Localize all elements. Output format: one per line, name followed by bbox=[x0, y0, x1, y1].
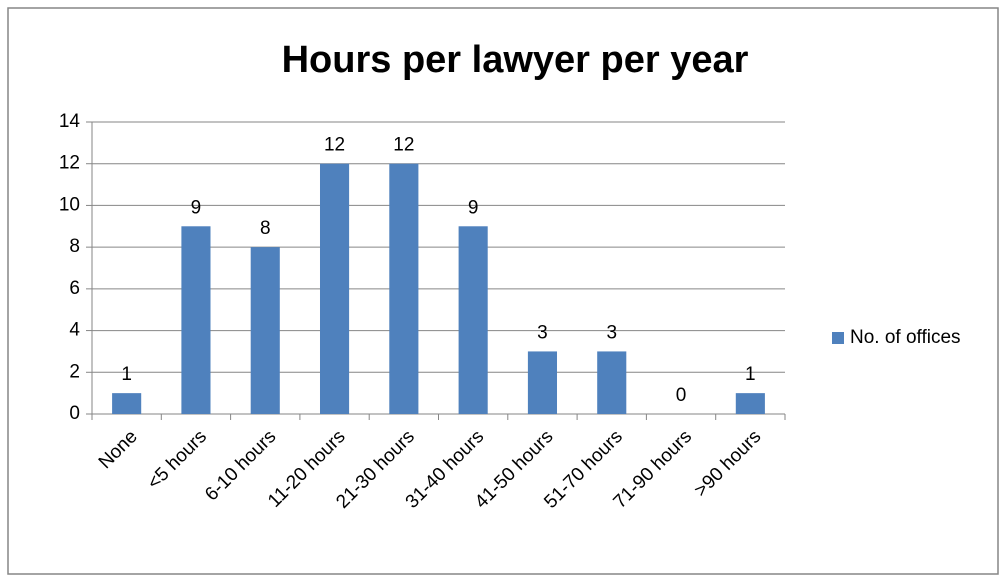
bar bbox=[597, 351, 627, 414]
y-tick-label: 14 bbox=[59, 111, 81, 132]
y-tick-label: 8 bbox=[69, 236, 80, 257]
bar bbox=[112, 393, 142, 414]
y-tick-label: 2 bbox=[69, 361, 80, 382]
bar bbox=[527, 351, 558, 414]
data-label: 9 bbox=[191, 197, 202, 218]
data-label: 12 bbox=[324, 135, 345, 156]
data-label: 9 bbox=[468, 197, 479, 218]
data-label: 3 bbox=[537, 322, 548, 343]
bar bbox=[250, 247, 280, 414]
bar bbox=[735, 393, 765, 414]
bar bbox=[181, 226, 211, 414]
legend-swatch bbox=[832, 332, 844, 344]
y-tick-label: 10 bbox=[59, 194, 80, 215]
y-tick-label: 6 bbox=[69, 278, 80, 299]
y-tick-label: 4 bbox=[69, 320, 80, 341]
data-label: 0 bbox=[676, 385, 687, 406]
chart-title: Hours per lawyer per year bbox=[282, 39, 749, 81]
bar bbox=[389, 163, 419, 414]
data-label: 1 bbox=[745, 364, 756, 385]
y-tick-label: 12 bbox=[59, 153, 80, 174]
data-label: 1 bbox=[121, 364, 132, 385]
bar bbox=[458, 226, 488, 414]
legend-label: No. of offices bbox=[850, 327, 961, 348]
y-tick-label: 0 bbox=[69, 403, 80, 424]
data-label: 12 bbox=[393, 135, 414, 156]
data-label: 3 bbox=[606, 322, 617, 343]
bar bbox=[319, 163, 350, 414]
data-label: 8 bbox=[260, 218, 271, 239]
chart-border bbox=[7, 7, 999, 575]
